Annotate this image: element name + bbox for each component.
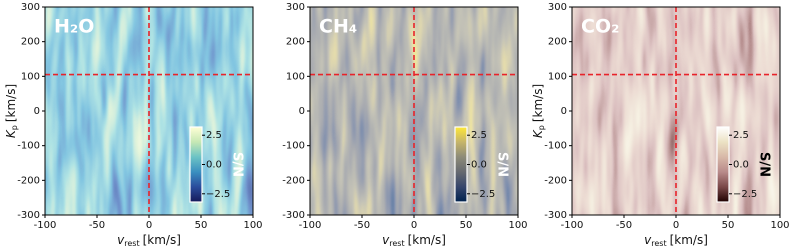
colorbar-tick-label: −2.5	[206, 189, 230, 200]
x-tick-label: 100	[770, 220, 789, 231]
colorbar	[716, 126, 730, 203]
label-symbol: v	[382, 233, 390, 247]
x-tick-label: -50	[89, 220, 105, 231]
y-tick-label: 100	[21, 71, 40, 82]
y-tick-label: 200	[286, 37, 305, 48]
label-unit: [km/s]	[531, 84, 545, 122]
y-axis-label: Kp [km/s]	[531, 84, 546, 138]
panel-title: H₂O	[54, 16, 94, 38]
colorbar-label: S/N	[757, 152, 772, 177]
x-tick-label: -50	[616, 220, 632, 231]
colorbar-tick-label: −2.5	[733, 189, 757, 200]
colorbar	[189, 126, 203, 203]
x-axis-label: vrest [km/s]	[117, 233, 181, 248]
y-tick-label: 0	[34, 106, 40, 117]
y-tick-label: -200	[17, 175, 40, 186]
panel-title: CH₄	[319, 16, 357, 38]
label-subscript: rest	[389, 239, 404, 248]
label-unit: [km/s]	[4, 84, 18, 122]
colorbar-tick-label: −2.5	[471, 189, 495, 200]
colorbar-label: S/N	[495, 152, 510, 177]
x-tick-label: 50	[195, 220, 208, 231]
label-subscript: p	[10, 125, 19, 130]
label-unit: [km/s]	[670, 233, 708, 247]
y-tick-label: 300	[286, 2, 305, 13]
x-tick-label: -50	[354, 220, 370, 231]
x-tick-label: -100	[561, 220, 584, 231]
x-tick-label: -100	[299, 220, 322, 231]
colorbar	[454, 126, 468, 203]
y-tick-label: 200	[548, 37, 567, 48]
y-tick-label: -100	[282, 141, 305, 152]
x-tick-label: 0	[411, 220, 417, 231]
y-tick-label: 300	[548, 2, 567, 13]
colorbar-label: S/N	[230, 152, 245, 177]
x-tick-label: 0	[146, 220, 152, 231]
panel-title: CO₂	[581, 16, 619, 38]
label-symbol: v	[117, 233, 125, 247]
y-tick-label: -300	[544, 210, 567, 221]
y-tick-label: 0	[299, 106, 305, 117]
y-tick-label: -300	[17, 210, 40, 221]
y-axis-label: Kp [km/s]	[4, 84, 19, 138]
colorbar-tick-label: 2.5	[471, 130, 487, 141]
y-tick-label: -100	[17, 141, 40, 152]
y-tick-label: 100	[286, 71, 305, 82]
y-tick-label: 300	[21, 2, 40, 13]
label-unit: [km/s]	[408, 233, 446, 247]
x-axis-label: vrest [km/s]	[644, 233, 708, 248]
label-symbol: K	[4, 129, 18, 138]
x-tick-label: 100	[508, 220, 527, 231]
label-symbol: K	[531, 129, 545, 138]
x-tick-label: -100	[34, 220, 57, 231]
y-tick-label: 0	[561, 106, 567, 117]
colorbar-tick-label: 2.5	[206, 130, 222, 141]
label-subscript: rest	[124, 239, 139, 248]
label-subscript: p	[537, 125, 546, 130]
x-axis-label: vrest [km/s]	[382, 233, 446, 248]
y-tick-label: 100	[548, 71, 567, 82]
colorbar-tick-label: 2.5	[733, 130, 749, 141]
x-tick-label: 50	[460, 220, 473, 231]
y-tick-label: -100	[544, 141, 567, 152]
label-subscript: rest	[651, 239, 666, 248]
y-tick-label: -300	[282, 210, 305, 221]
x-tick-label: 50	[722, 220, 735, 231]
y-tick-label: -200	[282, 175, 305, 186]
colorbar-tick-label: 0.0	[471, 160, 487, 171]
y-tick-label: -200	[544, 175, 567, 186]
label-unit: [km/s]	[143, 233, 181, 247]
colorbar-tick-label: 0.0	[733, 160, 749, 171]
x-tick-label: 0	[673, 220, 679, 231]
label-symbol: v	[644, 233, 652, 247]
y-tick-label: 200	[21, 37, 40, 48]
colorbar-tick-label: 0.0	[206, 160, 222, 171]
x-tick-label: 100	[243, 220, 262, 231]
